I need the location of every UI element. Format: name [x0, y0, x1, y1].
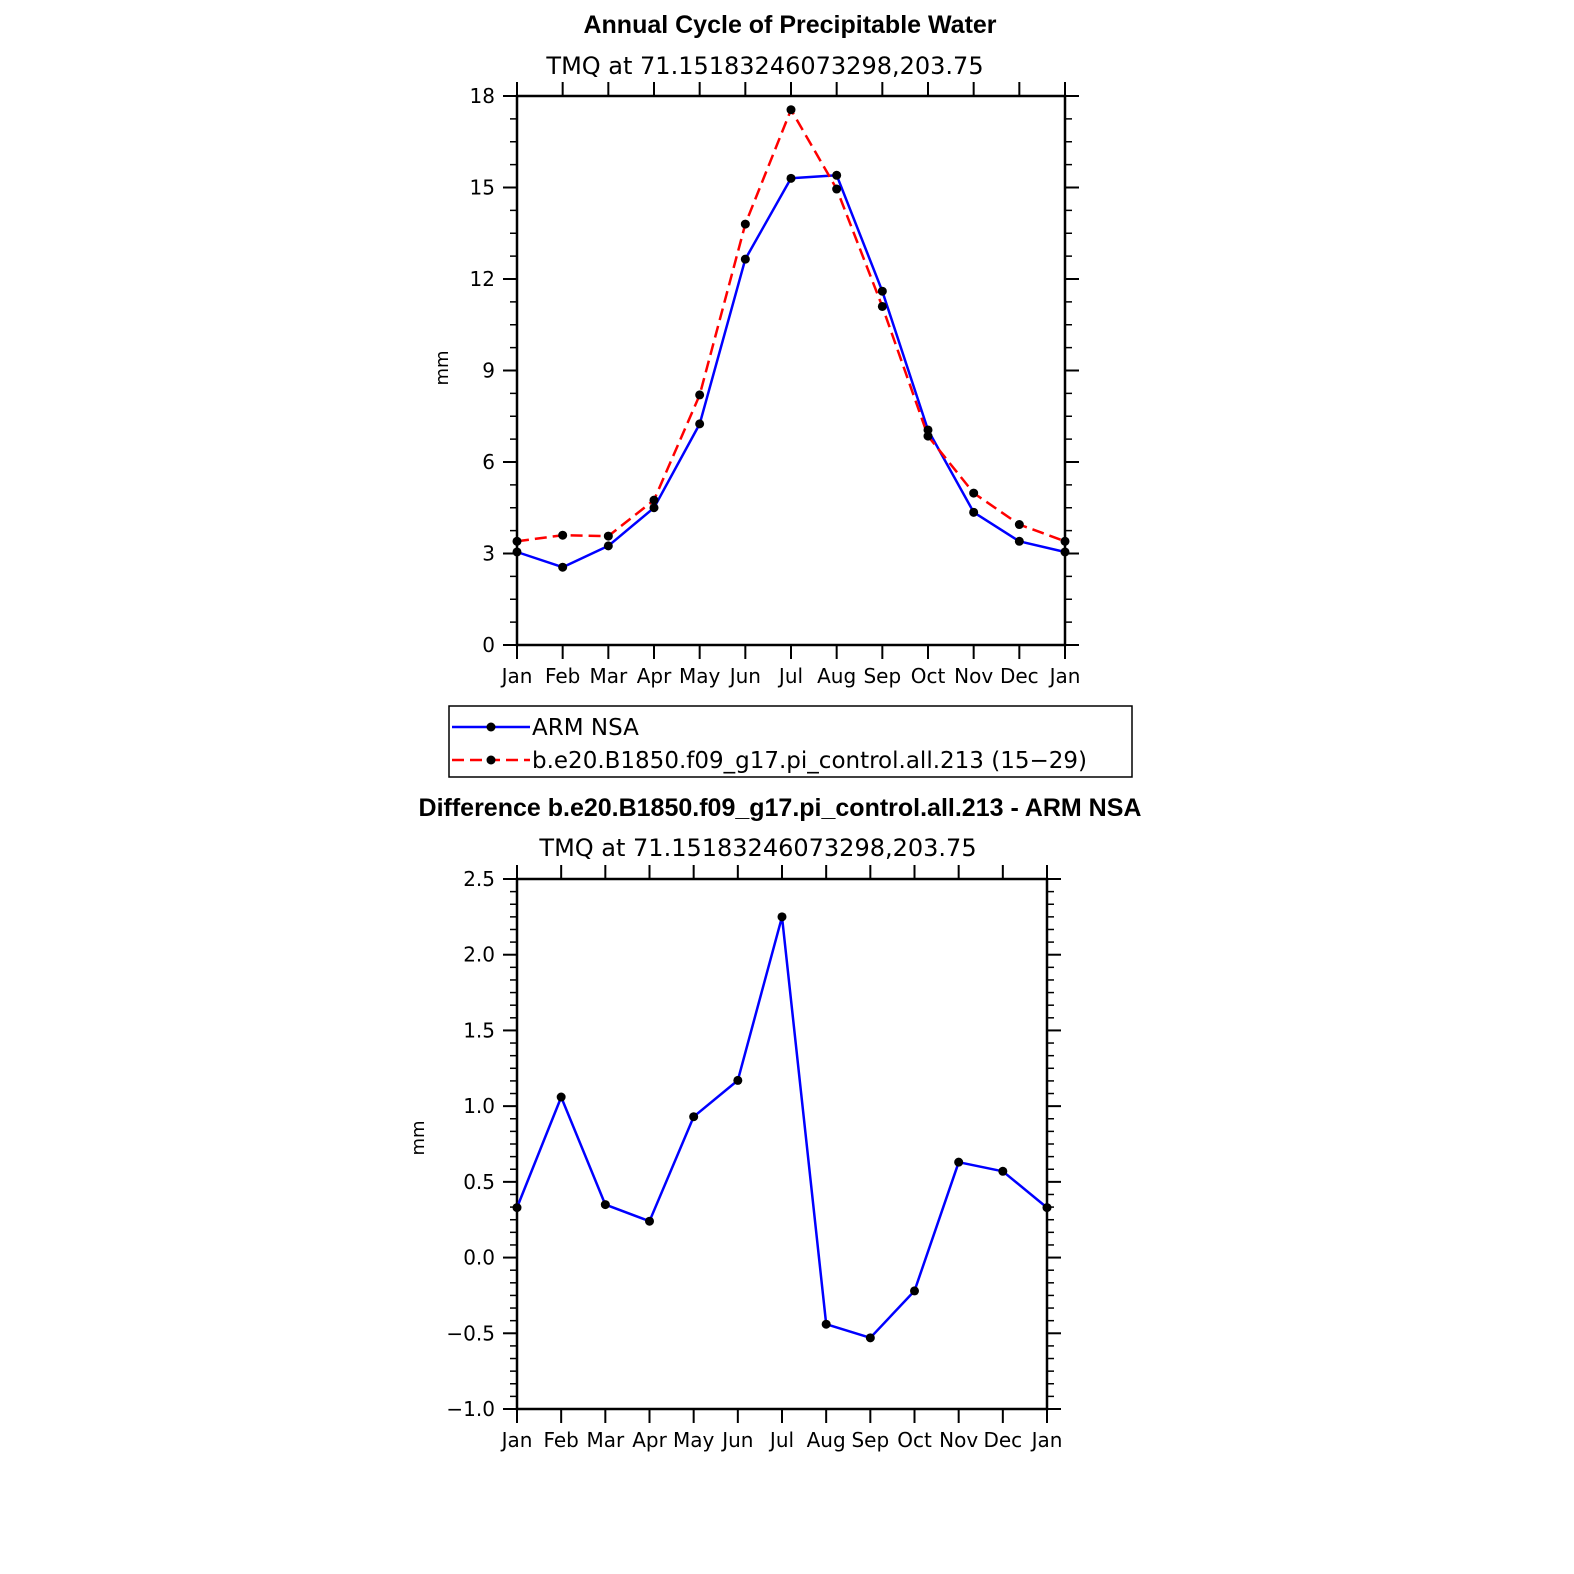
chart-2-series-1-point	[910, 1286, 919, 1296]
chart-1-series-2-point	[923, 431, 933, 441]
chart-1-xtick-label: Jan	[1048, 664, 1081, 688]
chart-1-xtick-label: Oct	[911, 664, 946, 688]
chart-2-ytick-label: 0.0	[463, 1246, 495, 1270]
chart-2-ylabel: mm	[408, 1120, 429, 1155]
chart-1-series-1-point	[740, 254, 750, 264]
chart-2-xtick-label: May	[673, 1428, 715, 1452]
chart-1-xtick-label: Jan	[500, 664, 533, 688]
chart-1-series-2-point	[877, 301, 887, 311]
chart-1-xtick-label: Apr	[637, 664, 672, 688]
chart-2-xtick-label: Jun	[720, 1428, 753, 1452]
chart-2-xtick-label: Dec	[983, 1428, 1022, 1452]
chart-2-ytick-label: 2.5	[463, 867, 495, 891]
chart-1-ytick-label: 12	[470, 267, 495, 291]
chart-2-ytick-label: 1.0	[463, 1094, 495, 1118]
legend: ARM NSA b.e20.B1850.f09_g17.pi_control.a…	[448, 705, 1133, 778]
chart-2-xtick-label: Mar	[586, 1428, 625, 1452]
chart-1-xtick-label: Jul	[777, 664, 803, 688]
chart-1-ytick-label: 9	[482, 359, 495, 383]
difference-chart: Difference b.e20.B1850.f09_g17.pi_contro…	[408, 794, 1141, 1452]
chart-2-ytick-label: −0.5	[446, 1321, 495, 1345]
chart-1-series-1-point	[512, 547, 522, 557]
chart-2-series-1-point	[865, 1333, 875, 1343]
chart-2-plot-area: Jan Feb Mar Apr May Jun Jul Aug Sep Oct Nov Dec Jan−…	[446, 865, 1062, 1452]
legend-obs-marker	[486, 722, 496, 732]
chart-2-xtick-label: Aug	[807, 1428, 846, 1452]
chart-1-subtitle: TMQ at 71.15183246073298,203.75	[545, 52, 983, 80]
chart-1-series-1-point	[1014, 536, 1024, 546]
chart-1-series-1-point	[969, 507, 979, 517]
chart-1-series-2-point	[603, 531, 613, 541]
chart-2-series-1-point	[689, 1112, 699, 1122]
chart-1-series-1-point	[558, 562, 568, 572]
chart-2-series-1-point	[733, 1075, 743, 1085]
chart-1-series-1-point	[832, 170, 842, 180]
chart-2-title: Difference b.e20.B1850.f09_g17.pi_contro…	[419, 794, 1142, 822]
legend-model-label: b.e20.B1850.f09_g17.pi_control.all.213 (…	[532, 748, 1087, 774]
chart-1-ytick-label: 18	[470, 84, 495, 108]
chart-1-title: Annual Cycle of Precipitable Water	[583, 11, 996, 39]
chart-2-xtick-label: Apr	[632, 1428, 667, 1452]
chart-1-plot-area: Jan Feb Mar Apr May Jun Jul Aug Sep Oct Nov Dec Jan0…	[470, 82, 1081, 688]
chart-1-ytick-label: 6	[482, 450, 495, 474]
chart-2-xtick-label: Jan	[500, 1428, 533, 1452]
chart-2-subtitle: TMQ at 71.15183246073298,203.75	[538, 834, 976, 862]
chart-2-xtick-label: Jan	[1030, 1428, 1063, 1452]
chart-1-xtick-label: Dec	[1000, 664, 1039, 688]
chart-2-xtick-label: Jul	[768, 1428, 794, 1452]
chart-2-xtick-label: Nov	[939, 1428, 978, 1452]
chart-2-ytick-label: 1.5	[463, 1018, 495, 1042]
chart-2-xtick-label: Oct	[897, 1428, 932, 1452]
chart-1-xtick-label: Sep	[863, 664, 901, 688]
chart-1-series-2-point	[1014, 520, 1024, 530]
chart-1-series-2-point	[740, 219, 750, 229]
chart-1-series-2-point	[969, 488, 979, 498]
chart-1-xtick-label: Jun	[728, 664, 761, 688]
chart-2-ytick-label: 0.5	[463, 1170, 495, 1194]
chart-1-series-2-point	[786, 105, 796, 115]
chart-1-ylabel: mm	[432, 350, 453, 385]
legend-box	[448, 705, 1133, 778]
chart-1-xtick-label: Aug	[817, 664, 856, 688]
chart-1-xtick-label: Nov	[954, 664, 993, 688]
chart-1-series-1-point	[649, 503, 659, 513]
legend-obs-label: ARM NSA	[532, 715, 639, 741]
chart-2-series-1-point	[821, 1319, 831, 1329]
chart-2-ytick-label: 2.0	[463, 943, 495, 967]
chart-1-series-2-point	[832, 184, 842, 194]
annual-cycle-chart: Annual Cycle of Precipitable Water TMQ a…	[432, 11, 1080, 688]
chart-1-xtick-label: Mar	[589, 664, 628, 688]
chart-2-series-1-point	[998, 1166, 1008, 1176]
chart-1-ytick-label: 15	[470, 176, 495, 200]
chart-2-series-1-point	[645, 1216, 654, 1226]
chart-1-xtick-label: Feb	[545, 664, 580, 688]
chart-2-xtick-label: Sep	[851, 1428, 889, 1452]
chart-1-series-2-point	[695, 390, 705, 400]
chart-1-xtick-label: May	[679, 664, 721, 688]
chart-1-series-2-point	[1060, 536, 1070, 546]
chart-2-series-1-point	[600, 1200, 610, 1210]
chart-1-series-1-point	[786, 173, 796, 183]
chart-2-series-1-point	[954, 1157, 964, 1167]
chart-2-series-1-point	[512, 1203, 522, 1213]
chart-1-ytick-label: 0	[482, 633, 495, 657]
legend-model-marker	[486, 755, 496, 765]
chart-1-series-1-point	[603, 541, 613, 551]
chart-1-series-2-point	[649, 495, 659, 505]
chart-1-series-1-point	[1060, 547, 1070, 557]
chart-2-series-1-point	[1042, 1203, 1052, 1213]
chart-2-series-1-point	[777, 912, 787, 922]
chart-1-series-2-point	[558, 530, 568, 540]
chart-1-series-2-point	[512, 536, 522, 546]
chart-1-ytick-label: 3	[482, 542, 495, 566]
chart-1-series-1-point	[877, 286, 887, 296]
chart-2-series-1-point	[556, 1092, 566, 1102]
chart-1-series-1-point	[695, 419, 705, 429]
chart-2-ytick-label: −1.0	[446, 1397, 495, 1421]
chart-2-xtick-label: Feb	[543, 1428, 578, 1452]
